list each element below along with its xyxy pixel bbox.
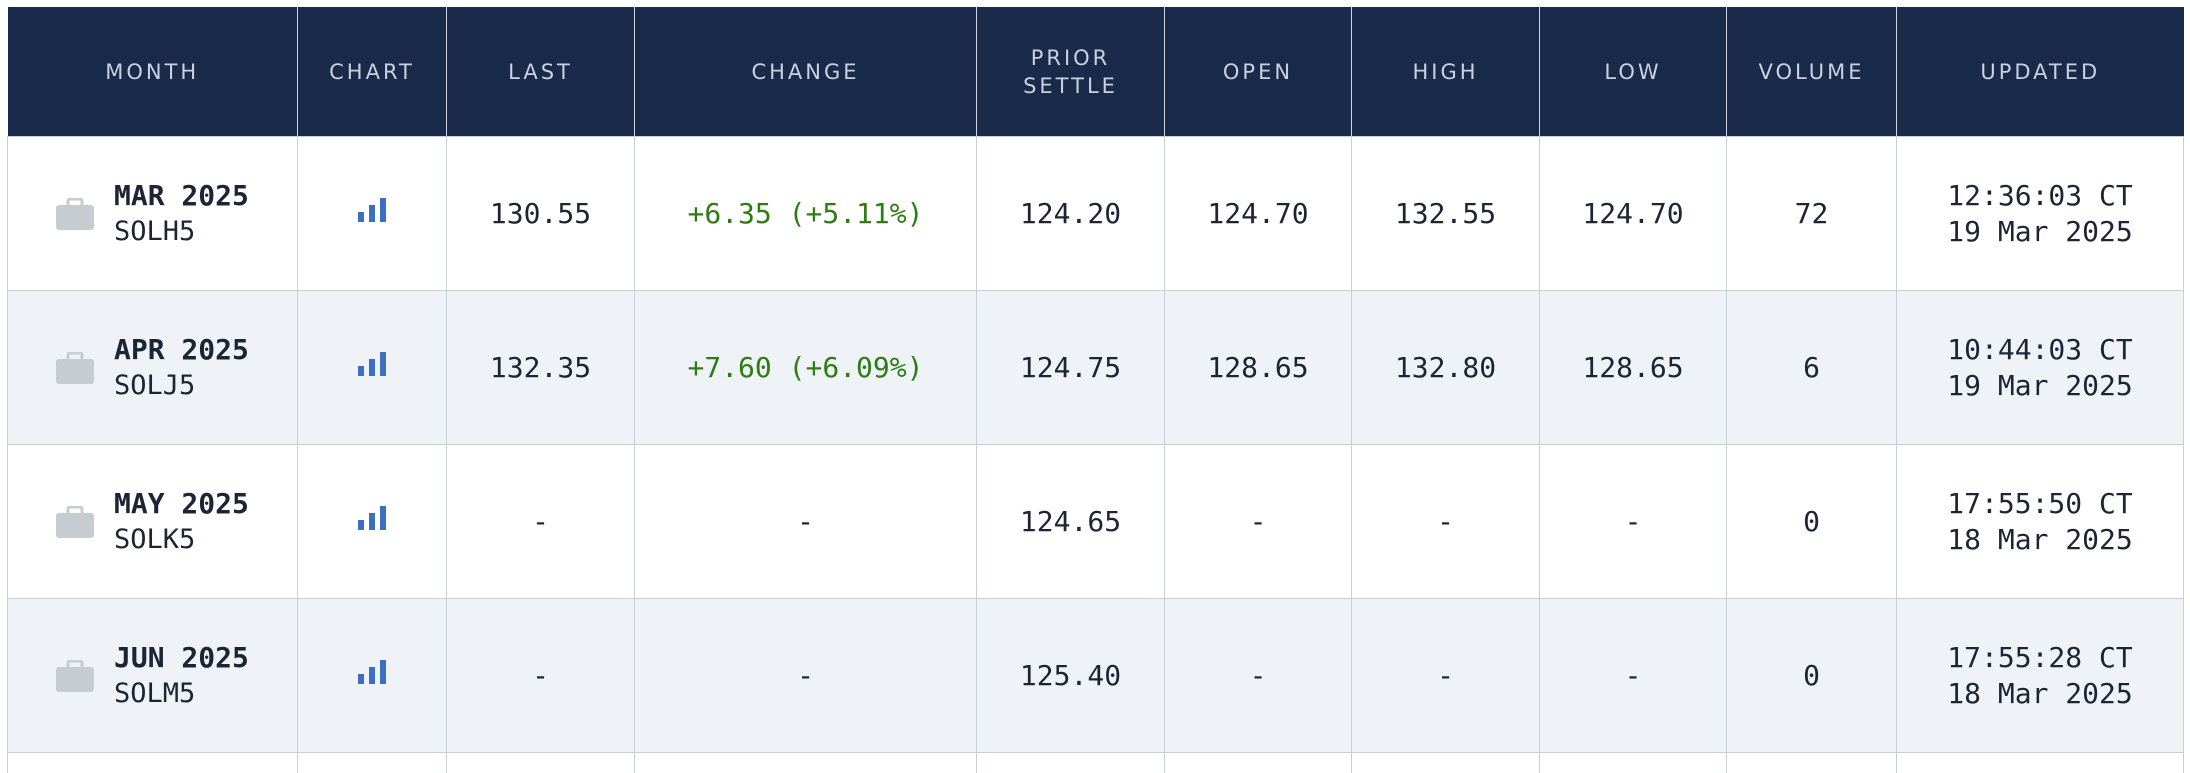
contract-month[interactable]: MAR 2025 xyxy=(114,178,249,214)
month-cell: JUN 2025 SOLM5 xyxy=(8,599,298,753)
table-cell xyxy=(635,753,977,773)
low-price: - xyxy=(1540,599,1727,753)
col-header-last[interactable]: LAST xyxy=(447,7,635,137)
contract-month[interactable]: APR 2025 xyxy=(114,332,249,368)
chart-cell xyxy=(298,445,447,599)
open-price: - xyxy=(1165,445,1352,599)
last-price: 130.55 xyxy=(447,137,635,291)
updated-date: 19 Mar 2025 xyxy=(1947,369,2132,402)
volume: 0 xyxy=(1727,445,1897,599)
bar-chart-icon[interactable] xyxy=(357,350,387,378)
chart-cell xyxy=(298,291,447,445)
updated-cell: 10:44:03 CT 19 Mar 2025 xyxy=(1897,291,2184,445)
table-cell xyxy=(1727,753,1897,773)
updated-time: 12:36:03 CT xyxy=(1947,179,2132,212)
price-change: +7.60 (+6.09%) xyxy=(635,291,977,445)
table-row: MAY 2025 SOLK5 - - 124.65 - - - 0 17:55:… xyxy=(8,445,2184,599)
updated-time: 17:55:28 CT xyxy=(1947,641,2132,674)
last-price: 132.35 xyxy=(447,291,635,445)
chart-cell xyxy=(298,599,447,753)
updated-time: 10:44:03 CT xyxy=(1947,333,2132,366)
table-cell xyxy=(1165,753,1352,773)
updated-time: 17:55:50 CT xyxy=(1947,487,2132,520)
price-change: - xyxy=(635,599,977,753)
table-cell xyxy=(1540,753,1727,773)
updated-date: 18 Mar 2025 xyxy=(1947,677,2132,710)
contract-month[interactable]: MAY 2025 xyxy=(114,486,249,522)
volume: 0 xyxy=(1727,599,1897,753)
high-price: 132.55 xyxy=(1352,137,1540,291)
prior-settle: 124.20 xyxy=(977,137,1165,291)
last-price: - xyxy=(447,445,635,599)
table-cell xyxy=(1352,753,1540,773)
table-cell xyxy=(1897,753,2184,773)
col-header-chart: CHART xyxy=(298,7,447,137)
futures-quotes-table: MONTH CHART LAST CHANGE PRIOR SETTLE OPE… xyxy=(7,7,2184,773)
high-price: - xyxy=(1352,445,1540,599)
bar-chart-icon[interactable] xyxy=(357,504,387,532)
contract-code: SOLJ5 xyxy=(114,368,249,404)
table-row: JUN 2025 SOLM5 - - 125.40 - - - 0 17:55:… xyxy=(8,599,2184,753)
table-cell xyxy=(298,753,447,773)
updated-cell: 17:55:28 CT 18 Mar 2025 xyxy=(1897,599,2184,753)
last-price: - xyxy=(447,599,635,753)
low-price: 124.70 xyxy=(1540,137,1727,291)
low-price: 128.65 xyxy=(1540,291,1727,445)
col-header-open[interactable]: OPEN xyxy=(1165,7,1352,137)
table-cell xyxy=(977,753,1165,773)
col-header-change[interactable]: CHANGE xyxy=(635,7,977,137)
table-row: MAR 2025 SOLH5 130.55 +6.35 (+5.11%) 124… xyxy=(8,137,2184,291)
col-header-prior-settle[interactable]: PRIOR SETTLE xyxy=(977,7,1165,137)
month-cell: MAY 2025 SOLK5 xyxy=(8,445,298,599)
prior-settle: 124.65 xyxy=(977,445,1165,599)
month-cell: MAR 2025 SOLH5 xyxy=(8,137,298,291)
open-price: - xyxy=(1165,599,1352,753)
futures-table-wrapper: MONTH CHART LAST CHANGE PRIOR SETTLE OPE… xyxy=(7,7,2183,773)
updated-cell: 17:55:50 CT 18 Mar 2025 xyxy=(1897,445,2184,599)
table-cell xyxy=(8,753,298,773)
month-cell: APR 2025 SOLJ5 xyxy=(8,291,298,445)
table-row-partial xyxy=(8,753,2184,773)
table-row: APR 2025 SOLJ5 132.35 +7.60 (+6.09%) 124… xyxy=(8,291,2184,445)
prior-settle: 125.40 xyxy=(977,599,1165,753)
open-price: 128.65 xyxy=(1165,291,1352,445)
volume: 6 xyxy=(1727,291,1897,445)
col-header-month[interactable]: MONTH xyxy=(8,7,298,137)
contract-code: SOLM5 xyxy=(114,676,249,712)
contract-code: SOLH5 xyxy=(114,214,249,250)
price-change: +6.35 (+5.11%) xyxy=(635,137,977,291)
chart-cell xyxy=(298,137,447,291)
contract-month[interactable]: JUN 2025 xyxy=(114,640,249,676)
price-change: - xyxy=(635,445,977,599)
volume: 72 xyxy=(1727,137,1897,291)
briefcase-icon[interactable] xyxy=(56,198,94,230)
briefcase-icon[interactable] xyxy=(56,506,94,538)
high-price: 132.80 xyxy=(1352,291,1540,445)
col-header-high[interactable]: HIGH xyxy=(1352,7,1540,137)
col-header-updated[interactable]: UPDATED xyxy=(1897,7,2184,137)
updated-date: 19 Mar 2025 xyxy=(1947,215,2132,248)
col-header-low[interactable]: LOW xyxy=(1540,7,1727,137)
updated-date: 18 Mar 2025 xyxy=(1947,523,2132,556)
col-header-volume[interactable]: VOLUME xyxy=(1727,7,1897,137)
contract-code: SOLK5 xyxy=(114,522,249,558)
briefcase-icon[interactable] xyxy=(56,352,94,384)
briefcase-icon[interactable] xyxy=(56,660,94,692)
bar-chart-icon[interactable] xyxy=(357,196,387,224)
prior-settle: 124.75 xyxy=(977,291,1165,445)
table-header-row: MONTH CHART LAST CHANGE PRIOR SETTLE OPE… xyxy=(8,7,2184,137)
low-price: - xyxy=(1540,445,1727,599)
high-price: - xyxy=(1352,599,1540,753)
table-cell xyxy=(447,753,635,773)
bar-chart-icon[interactable] xyxy=(357,658,387,686)
open-price: 124.70 xyxy=(1165,137,1352,291)
col-header-prior-settle-label: PRIOR SETTLE xyxy=(1016,44,1126,100)
updated-cell: 12:36:03 CT 19 Mar 2025 xyxy=(1897,137,2184,291)
